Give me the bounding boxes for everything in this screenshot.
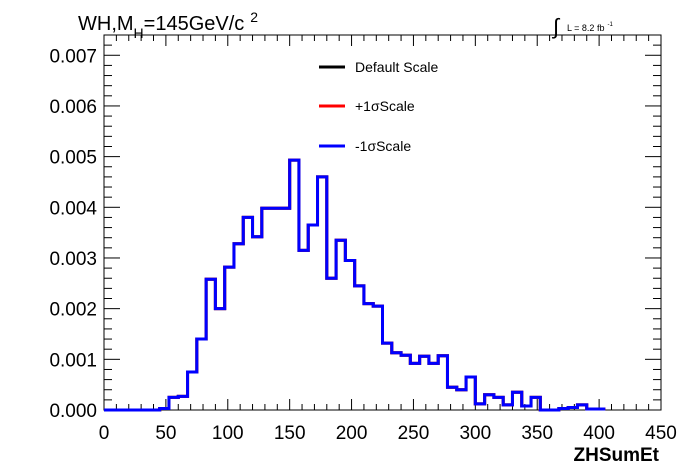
x-tick-label: 100 bbox=[212, 423, 244, 444]
x-tick-label: 350 bbox=[521, 423, 553, 444]
x-tick-label: 50 bbox=[155, 423, 176, 444]
legend-label-0: Default Scale bbox=[355, 59, 438, 75]
chart-title-superscript: 2 bbox=[250, 9, 258, 25]
chart-title-subscript: H bbox=[134, 25, 144, 41]
x-tick-label: 200 bbox=[336, 423, 368, 444]
luminosity-label: ∫ L = 8.2 fb -1 bbox=[551, 14, 613, 39]
legend-label-2: -1σScale bbox=[355, 138, 411, 154]
plot-frame bbox=[103, 34, 662, 411]
x-tick-label: 300 bbox=[459, 423, 491, 444]
x-tick-label: 150 bbox=[274, 423, 306, 444]
series-line-2 bbox=[104, 158, 606, 412]
y-tick-label: 0.006 bbox=[49, 97, 97, 118]
x-tick-label: 450 bbox=[645, 423, 677, 444]
chart-title: WH,MH=145GeV/c 2 bbox=[78, 9, 258, 41]
luminosity-text: L = 8.2 fb -1 bbox=[567, 22, 613, 33]
legend-label-1: +1σScale bbox=[355, 98, 415, 114]
legend: Default Scale +1σScale -1σScale bbox=[319, 59, 438, 154]
x-tick-label: 0 bbox=[99, 423, 110, 444]
x-axis-label: ZHSumEt bbox=[574, 445, 660, 466]
y-tick-label: 0.007 bbox=[49, 46, 97, 67]
x-tick-label: 250 bbox=[398, 423, 430, 444]
y-tick-label: 0.001 bbox=[49, 350, 97, 371]
y-tick-label: 0.004 bbox=[49, 198, 97, 219]
axis-ticks: 0 50 100 150 200 250 300 350 400 450 0.000 0.001 0.0… bbox=[49, 34, 677, 444]
y-tick-label: 0.002 bbox=[49, 300, 97, 321]
x-tick-label: 400 bbox=[583, 423, 615, 444]
y-tick-label: 0.000 bbox=[49, 401, 97, 422]
y-tick-label: 0.003 bbox=[49, 249, 97, 270]
integral-sign: ∫ bbox=[551, 14, 561, 39]
y-tick-label: 0.005 bbox=[49, 148, 97, 169]
series-layer bbox=[104, 158, 606, 412]
